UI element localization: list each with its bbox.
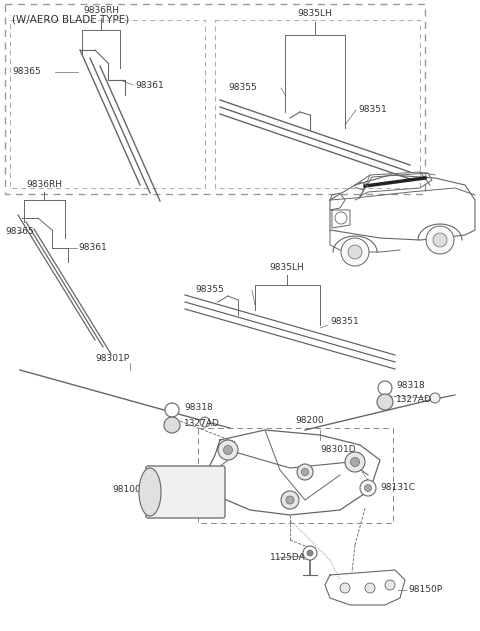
Circle shape	[297, 464, 313, 480]
Circle shape	[164, 417, 180, 433]
Text: 98301D: 98301D	[320, 445, 356, 454]
Text: 9836RH: 9836RH	[26, 180, 62, 189]
Text: 98355: 98355	[195, 285, 224, 295]
Text: 1125DA: 1125DA	[270, 553, 306, 562]
Circle shape	[286, 496, 294, 504]
Text: 98150P: 98150P	[408, 586, 442, 594]
Text: 98361: 98361	[78, 244, 107, 252]
Circle shape	[365, 583, 375, 593]
Text: (W/AERO BLADE TYPE): (W/AERO BLADE TYPE)	[12, 15, 129, 25]
Ellipse shape	[139, 468, 161, 516]
Circle shape	[350, 457, 360, 466]
Text: 98318: 98318	[184, 403, 213, 413]
Circle shape	[165, 403, 179, 417]
Circle shape	[307, 550, 313, 556]
Circle shape	[378, 381, 392, 395]
FancyBboxPatch shape	[146, 466, 225, 518]
Circle shape	[200, 417, 210, 427]
Text: 9836RH: 9836RH	[83, 6, 119, 15]
Text: 98131C: 98131C	[380, 483, 415, 493]
Circle shape	[430, 393, 440, 403]
Text: 98301P: 98301P	[95, 354, 129, 363]
Circle shape	[364, 485, 372, 492]
Text: 98318: 98318	[396, 382, 425, 391]
Circle shape	[341, 238, 369, 266]
Circle shape	[340, 583, 350, 593]
Circle shape	[218, 440, 238, 460]
Circle shape	[224, 445, 232, 454]
Text: 9835LH: 9835LH	[270, 263, 304, 272]
Text: 9835LH: 9835LH	[298, 9, 332, 18]
Circle shape	[348, 245, 362, 259]
Circle shape	[433, 233, 447, 247]
Text: 98361: 98361	[135, 81, 164, 90]
Text: 98365: 98365	[12, 68, 41, 76]
Circle shape	[303, 546, 317, 560]
Text: 98351: 98351	[358, 105, 387, 114]
Circle shape	[377, 394, 393, 410]
Circle shape	[281, 491, 299, 509]
Circle shape	[360, 480, 376, 496]
Text: 98100: 98100	[112, 485, 141, 495]
Circle shape	[345, 452, 365, 472]
Text: 1327AD: 1327AD	[396, 396, 432, 404]
Text: 98365: 98365	[5, 228, 34, 237]
Text: 98355: 98355	[228, 83, 257, 93]
Circle shape	[385, 580, 395, 590]
Text: 98200: 98200	[295, 416, 324, 425]
Circle shape	[301, 468, 309, 476]
Circle shape	[426, 226, 454, 254]
Text: 98351: 98351	[330, 317, 359, 326]
Text: 1327AD: 1327AD	[184, 418, 220, 427]
